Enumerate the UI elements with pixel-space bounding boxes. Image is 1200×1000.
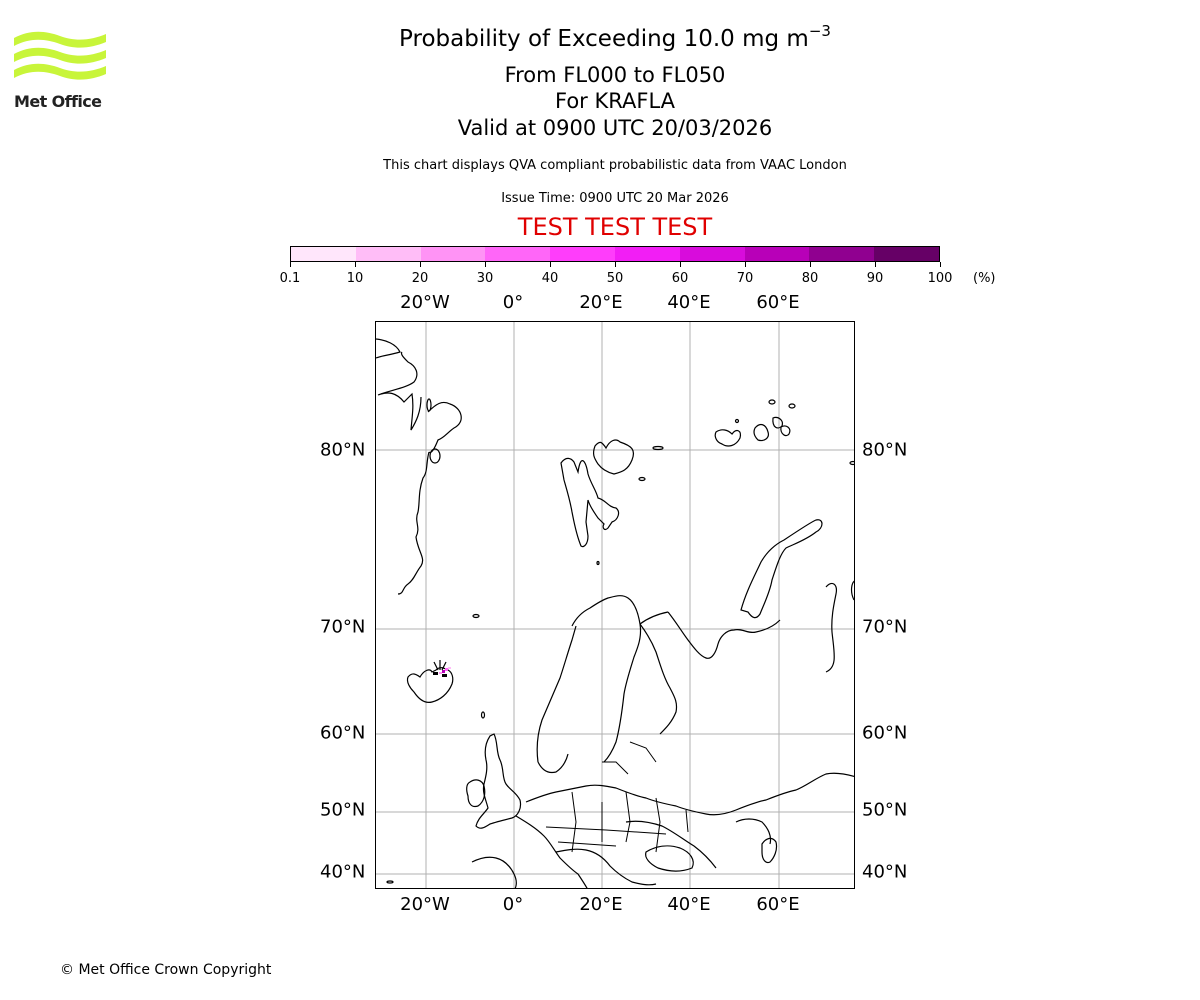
lon-label-top: 20°W [400,292,450,313]
lat-label-left: 80°N [320,439,366,461]
title-text: Probability of Exceeding 10.0 mg m [399,26,809,52]
met-office-logo: Met Office [14,30,106,112]
colorbar-tick [485,262,486,267]
lon-label-top: 60°E [756,292,800,313]
colorbar-tick-label: 30 [476,271,494,286]
copyright-notice: © Met Office Crown Copyright [60,962,272,978]
disclaimer: This chart displays QVA compliant probab… [383,158,847,173]
ash-probability-overlay [433,660,451,677]
colorbar-segment [550,247,615,261]
colorbar-segment [679,247,745,261]
title-exponent: −3 [808,22,831,40]
lon-label-top: 20°E [579,292,623,313]
lat-label-left: 70°N [320,616,366,638]
colorbar-tick [420,262,421,267]
colorbar-segment [291,247,356,261]
map-panel[interactable] [375,321,855,889]
test-banner: TEST TEST TEST [517,213,713,241]
colorbar-tick-label: 10 [346,271,364,286]
lat-label-left: 40°N [320,861,366,883]
graticule [376,322,854,888]
colorbar-tick [810,262,811,267]
colorbar-segment [485,247,551,261]
lon-label-bottom: 20°W [400,894,450,915]
colorbar-tick-label: 80 [801,271,819,286]
colorbar-tick [615,262,616,267]
colorbar-tick-label: 50 [606,271,624,286]
colorbar-segment [614,247,680,261]
lat-label-right: 40°N [862,861,908,883]
lon-label-top: 0° [502,292,524,313]
met-office-wave-icon [14,31,106,80]
colorbar-tick-label: 60 [671,271,689,286]
lon-label-top: 40°E [667,292,711,313]
colorbar-tick-label: 100 [927,271,953,286]
lat-label-right: 60°N [862,722,908,744]
volcano-name: For KRAFLA [555,89,675,113]
colorbar-tick [290,262,291,267]
colorbar-tick-label: 20 [411,271,429,286]
chart-title: Probability of Exceeding 10.0 mg m−3 [0,22,1200,52]
colorbar-segment [874,247,939,261]
colorbar-tick-label: 0.1 [279,271,301,286]
lon-label-bottom: 20°E [579,894,623,915]
colorbar-segment [355,247,421,261]
lat-label-right: 70°N [862,616,908,638]
colorbar-tick [680,262,681,267]
logo-text: Met Office [14,92,102,111]
lat-label-left: 60°N [320,722,366,744]
colorbar-segment [420,247,486,261]
colorbar-tick-label: 40 [541,271,559,286]
colorbar-tick [940,262,941,267]
colorbar-tick-label: 70 [736,271,754,286]
colorbar-tick-label: 90 [866,271,884,286]
lon-label-bottom: 60°E [756,894,800,915]
coastlines [376,338,854,888]
colorbar-segment [744,247,810,261]
colorbar-tick [745,262,746,267]
issue-time: Issue Time: 0900 UTC 20 Mar 2026 [501,191,729,206]
colorbar-tick [550,262,551,267]
map-canvas [376,322,854,888]
colorbar-tick [355,262,356,267]
lat-label-right: 80°N [862,439,908,461]
colorbar-unit: (%) [973,271,996,286]
lon-label-bottom: 0° [502,894,524,915]
valid-time: Valid at 0900 UTC 20/03/2026 [457,116,773,140]
lat-label-right: 50°N [862,799,908,821]
lon-label-bottom: 40°E [667,894,711,915]
colorbar-tick [875,262,876,267]
lat-label-left: 50°N [320,799,366,821]
flight-levels: From FL000 to FL050 [504,63,726,87]
probability-colorbar [290,246,940,262]
colorbar-segment [809,247,875,261]
